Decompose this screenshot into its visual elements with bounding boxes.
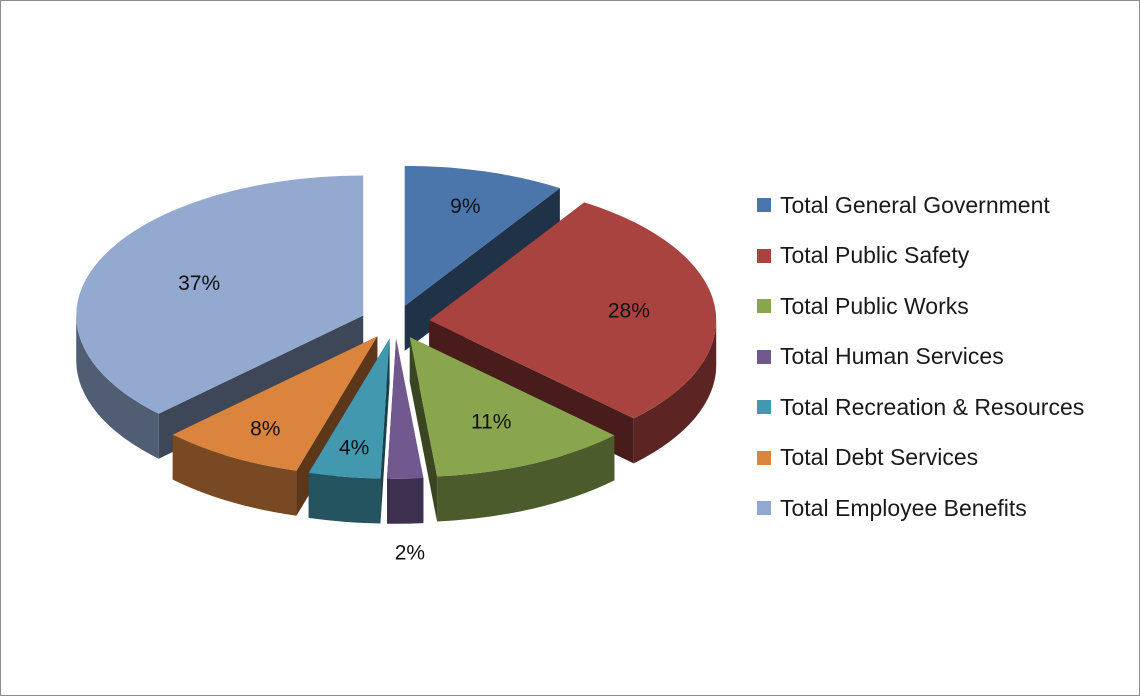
pie-slice-top <box>404 165 560 306</box>
pie-slice-side <box>409 337 438 522</box>
pie-slice-wall <box>308 472 381 524</box>
legend-swatch <box>757 299 771 314</box>
pie-slice-top <box>429 202 717 419</box>
legend-item-human-services: Total Human Services <box>757 332 1084 383</box>
pie-slice-wall <box>76 315 159 459</box>
legend-swatch <box>757 198 771 213</box>
legend-item-public-works: Total Public Works <box>757 281 1084 332</box>
legend-swatch <box>757 501 771 516</box>
pie-slice-human-services <box>386 338 424 524</box>
legend-label: Total Employee Benefits <box>780 494 1027 521</box>
data-label-human-services: 2% <box>395 541 425 564</box>
legend-label: Total Debt Services <box>780 444 979 471</box>
legend-item-recreation-resources: Total Recreation & Resources <box>757 382 1084 433</box>
data-label-recreation-resources: 4% <box>339 436 369 459</box>
pie-slice-wall <box>386 478 424 524</box>
legend-label: Total Public Safety <box>780 242 970 269</box>
pie-slice-top <box>172 336 378 471</box>
chart-legend: Total General Government Total Public Sa… <box>757 180 1084 534</box>
legend-item-public-safety: Total Public Safety <box>757 231 1084 282</box>
legend-label: Total Human Services <box>780 343 1004 370</box>
legend-item-debt-services: Total Debt Services <box>757 433 1084 484</box>
legend-label: Total Recreation & Resources <box>780 393 1085 420</box>
legend-swatch <box>757 349 771 364</box>
data-label-public-works: 11% <box>471 411 511 434</box>
legend-item-employee-benefits: Total Employee Benefits <box>757 483 1084 534</box>
data-label-public-safety: 28% <box>608 299 650 322</box>
pie-slice-top <box>308 338 390 479</box>
pie-slice-top <box>386 338 424 479</box>
pie-slice-top <box>76 175 364 414</box>
legend-label: Total General Government <box>780 191 1050 218</box>
pie-slice-wall <box>437 435 615 522</box>
legend-label: Total Public Works <box>780 292 969 319</box>
legend-item-general-government: Total General Government <box>757 180 1084 231</box>
data-label-employee-benefits: 37% <box>178 272 220 295</box>
pie-slice-top <box>409 337 615 477</box>
pie-slice-public-works <box>409 337 615 522</box>
legend-swatch <box>757 450 771 465</box>
legend-swatch <box>757 400 771 415</box>
pie-slice-recreation-resources <box>308 338 390 524</box>
legend-swatch <box>757 248 771 263</box>
data-label-general-government: 9% <box>450 195 480 218</box>
pie-slice-wall <box>172 434 297 516</box>
pie-slice-wall <box>633 320 717 464</box>
data-label-debt-services: 8% <box>250 418 280 441</box>
